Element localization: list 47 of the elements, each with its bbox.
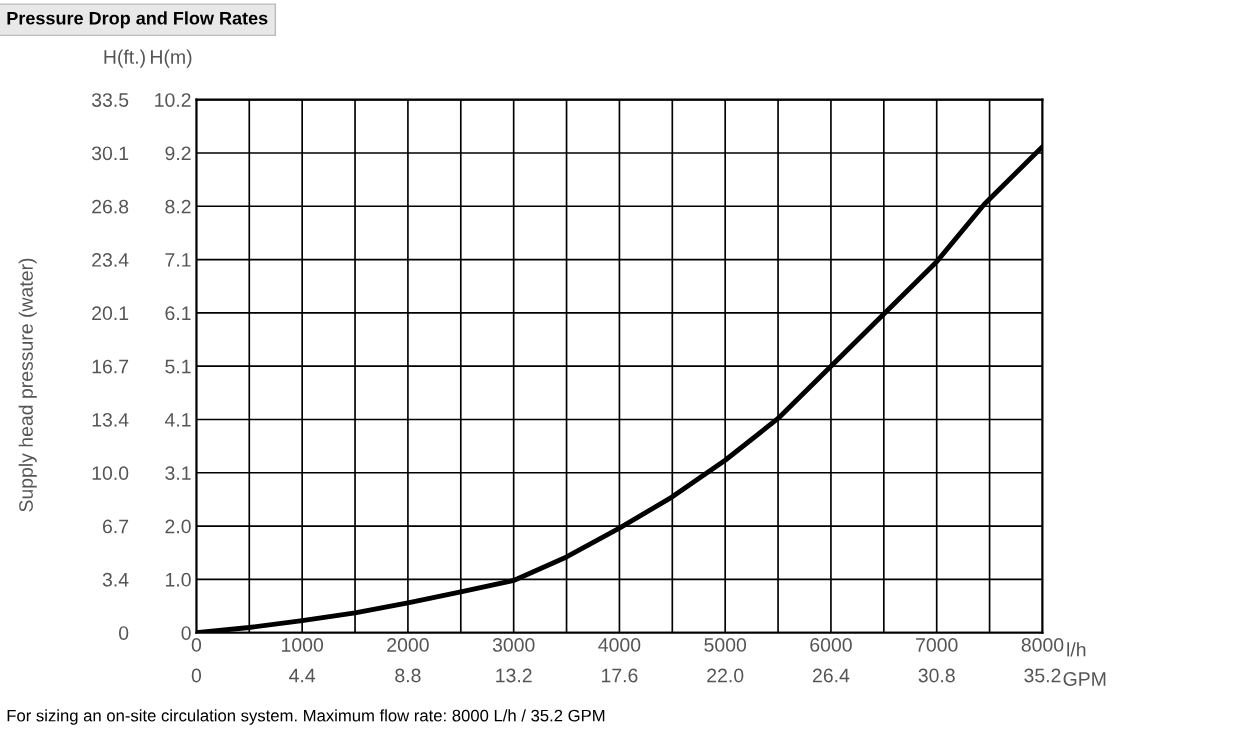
y2-tick-label: 6.7 bbox=[103, 519, 129, 534]
x-tick-label: 2000 bbox=[387, 638, 429, 652]
x2-tick-label: 17.6 bbox=[601, 668, 638, 683]
y-tick-label: 7.1 bbox=[165, 253, 191, 267]
y2-tick-label: 20.1 bbox=[92, 306, 129, 321]
y2-tick-label: 23.4 bbox=[92, 253, 129, 267]
x-tick-label: 6000 bbox=[810, 638, 852, 652]
x2-tick-label: 30.8 bbox=[918, 668, 955, 683]
x-tick-label: 1000 bbox=[282, 638, 324, 652]
y-tick-label: 0 bbox=[181, 626, 191, 640]
y-tick-label: 8.2 bbox=[165, 199, 191, 214]
y2-tick-label: 3.4 bbox=[102, 572, 129, 587]
y-tick-label: 4.1 bbox=[164, 413, 191, 427]
x2-tick-label: 35.2 bbox=[1024, 668, 1061, 683]
x-tick-label: 3000 bbox=[492, 638, 535, 652]
y2-tick-label: 26.8 bbox=[92, 199, 129, 214]
x2-tick-label: 0 bbox=[191, 668, 202, 683]
x-tick-label: 5000 bbox=[704, 638, 747, 652]
x2-tick-label: 13.2 bbox=[496, 668, 532, 683]
x-tick-label: 4000 bbox=[598, 638, 641, 652]
y-tick-label: 3.1 bbox=[165, 466, 191, 481]
x2-axis-title: GPM bbox=[1063, 672, 1106, 686]
y-tick-label: 1.0 bbox=[166, 572, 191, 587]
y-tick-label: 5.1 bbox=[165, 359, 191, 374]
x2-tick-label: 22.0 bbox=[707, 668, 744, 683]
x-tick-label: 8000 bbox=[1021, 638, 1064, 652]
y-tick-label: 2.0 bbox=[165, 519, 191, 534]
y-tick-label: 6.1 bbox=[165, 306, 191, 321]
y-axis-title: H(m) bbox=[151, 49, 192, 68]
y2-tick-label: 16.7 bbox=[92, 359, 129, 374]
y2-tick-label: 30.1 bbox=[91, 146, 129, 161]
y2-tick-label: 0 bbox=[118, 626, 129, 640]
y2-tick-label: 10.0 bbox=[92, 466, 129, 481]
x-axis-title: l/h bbox=[1067, 642, 1086, 657]
x2-tick-label: 26.4 bbox=[813, 668, 850, 683]
x-tick-label: 0 bbox=[191, 638, 202, 652]
y-tick-label: 10.2 bbox=[155, 93, 191, 107]
y2-tick-label: 33.5 bbox=[91, 93, 129, 107]
x2-tick-label: 4.4 bbox=[289, 668, 316, 683]
y-tick-label: 9.2 bbox=[165, 146, 191, 161]
text: Supply head pressure (water) bbox=[18, 258, 37, 512]
chart-title: Pressure Drop and Flow Rates bbox=[7, 11, 268, 29]
y2-tick-label: 13.4 bbox=[92, 412, 129, 427]
x2-tick-label: 8.8 bbox=[395, 668, 421, 683]
y2-axis-title: H(ft.) bbox=[104, 49, 145, 68]
text: For sizing an on-site circulation system. Maximum flow rate: 8000 L/h / 35.2 GPM bbox=[7, 709, 605, 725]
x-tick-label: 7000 bbox=[916, 638, 958, 652]
